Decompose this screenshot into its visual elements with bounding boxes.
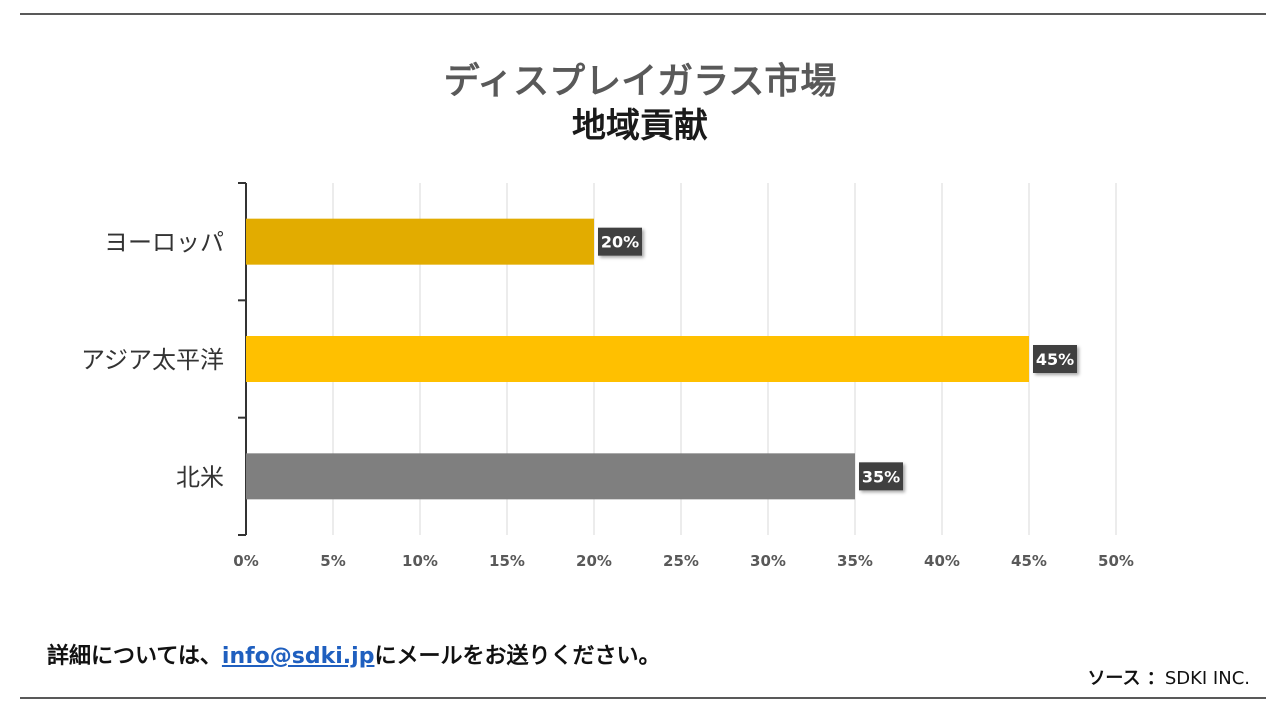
contact-text-after: にメールをお送りください。 — [374, 644, 661, 669]
contact-text-before: 詳細については、 — [47, 644, 222, 669]
source-label: ソース ： — [1087, 668, 1165, 689]
category-label: ヨーロッパ — [104, 229, 224, 257]
source-value: SDKI INC. — [1164, 668, 1250, 689]
data-label: 45% — [1036, 350, 1074, 369]
x-tick-label: 15% — [489, 552, 525, 570]
x-tick-label: 30% — [750, 552, 786, 570]
category-label: 北米 — [176, 463, 224, 491]
bottom-rule — [20, 697, 1266, 699]
x-tick-label: 20% — [576, 552, 612, 570]
data-label: 35% — [862, 467, 900, 486]
contact-note: 詳細については、info@sdki.jpにメールをお送りください。 — [47, 638, 660, 670]
category-label: アジア太平洋 — [81, 346, 224, 374]
bar — [246, 336, 1029, 382]
bar — [246, 453, 855, 500]
chart-subtitle: 地域貢献 — [572, 106, 708, 146]
data-label-box — [598, 227, 642, 256]
data-label-box — [1033, 345, 1077, 373]
x-tick-label: 45% — [1011, 552, 1047, 570]
x-tick-label: 50% — [1098, 552, 1134, 570]
source-credit: ソース ：SDKI INC. — [1087, 664, 1250, 690]
data-label-box — [859, 462, 903, 491]
x-tick-label: 10% — [402, 552, 438, 570]
data-label: 20% — [601, 233, 639, 252]
x-tick-label: 35% — [837, 552, 873, 570]
bar-chart: 0% 5% 10% 15% 20% 25% 30% 35% 40% 45% 50% ヨーロッパ 20% ア… — [81, 182, 1134, 570]
x-tick-label: 25% — [663, 552, 699, 570]
contact-email-link[interactable]: info@sdki.jp — [221, 644, 375, 669]
bar — [246, 218, 594, 265]
x-tick-label: 5% — [320, 552, 345, 570]
x-tick-label: 40% — [924, 552, 960, 570]
top-rule — [20, 13, 1266, 15]
x-tick-label: 0% — [233, 552, 258, 570]
chart-title: ディスプレイガラス市場 — [443, 61, 837, 102]
